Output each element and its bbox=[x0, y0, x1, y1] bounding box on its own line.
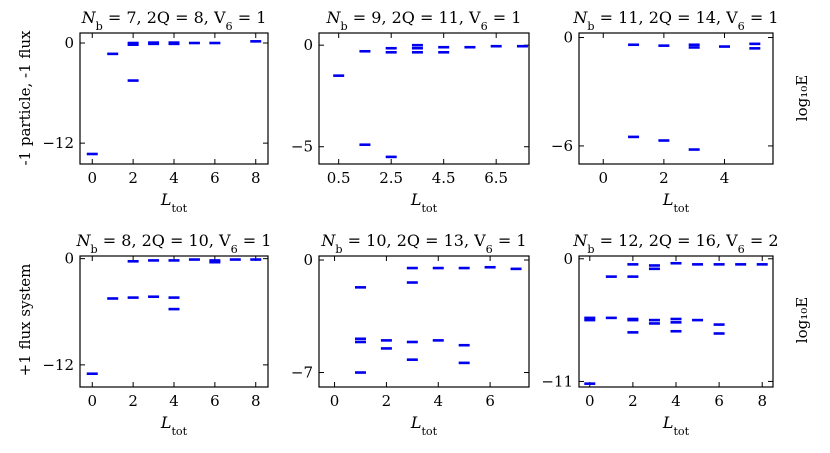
plot-frame bbox=[578, 32, 774, 165]
y-tick-label: 0 bbox=[303, 36, 313, 54]
x-tick-label: 0.5 bbox=[327, 169, 351, 187]
panel-title: Nb = 12, 2Q = 16, V6 = 2 bbox=[572, 231, 778, 256]
y-tick-label: −12 bbox=[42, 134, 74, 152]
panel-title: Nb = 10, 2Q = 13, V6 = 1 bbox=[320, 231, 526, 256]
y-tick-label: 0 bbox=[64, 34, 74, 52]
x-tick-label: 4 bbox=[433, 392, 443, 410]
x-tick-label: 4 bbox=[169, 392, 179, 410]
x-axis-label: Ltot bbox=[160, 190, 188, 215]
x-tick-label: 8 bbox=[251, 169, 261, 187]
x-tick-label: 0 bbox=[87, 169, 97, 187]
y-tick-label: 0 bbox=[64, 250, 74, 268]
panel-title: Nb = 7, 2Q = 8, V6 = 1 bbox=[81, 8, 267, 33]
x-tick-label: 0 bbox=[330, 392, 340, 410]
x-tick-label: 2 bbox=[128, 392, 138, 410]
panel-title: Nb = 11, 2Q = 14, V6 = 1 bbox=[572, 8, 778, 33]
panel-5: Nb = 10, 2Q = 13, V6 = 1 0 2 4 6 0 −7 Ltot bbox=[291, 231, 530, 438]
x-tick-label: 2.5 bbox=[379, 169, 403, 187]
panel-2: Nb = 9, 2Q = 11, V6 = 1 0.5 2.5 4.5 6.5 0 −5 Lt… bbox=[291, 8, 530, 215]
plot-frame bbox=[318, 255, 530, 388]
x-tick-label: 4 bbox=[169, 169, 179, 187]
x-tick-label: 4 bbox=[720, 169, 730, 187]
y-tick-label: 0 bbox=[563, 250, 573, 268]
x-axis-label: Ltot bbox=[662, 413, 690, 438]
y-tick-label: −12 bbox=[42, 356, 74, 374]
panel-title: Nb = 8, 2Q = 10, V6 = 1 bbox=[76, 231, 272, 256]
x-tick-label: 0 bbox=[585, 392, 595, 410]
x-axis-label: Ltot bbox=[410, 190, 438, 215]
row-label-bottom: +1 flux system bbox=[16, 264, 34, 377]
x-tick-label: 8 bbox=[757, 392, 767, 410]
x-tick-label: 0 bbox=[87, 392, 97, 410]
x-tick-label: 6.5 bbox=[484, 169, 508, 187]
y-tick-label: 0 bbox=[563, 29, 573, 47]
x-tick-label: 8 bbox=[251, 392, 261, 410]
x-tick-label: 6 bbox=[485, 392, 495, 410]
x-axis-label: Ltot bbox=[410, 413, 438, 438]
x-tick-label: 6 bbox=[210, 392, 220, 410]
y-tick-label: −5 bbox=[291, 138, 313, 156]
x-tick-label: 2 bbox=[628, 392, 638, 410]
x-tick-label: 2 bbox=[659, 169, 669, 187]
x-tick-label: 2 bbox=[382, 392, 392, 410]
x-axis-label: Ltot bbox=[662, 190, 690, 215]
x-tick-label: 2 bbox=[128, 169, 138, 187]
panel-title: Nb = 9, 2Q = 11, V6 = 1 bbox=[326, 8, 522, 33]
side-label-top: log₁₀E bbox=[793, 75, 811, 121]
x-axis-label: Ltot bbox=[160, 413, 188, 438]
y-tick-label: 0 bbox=[303, 251, 313, 269]
panel-1: Nb = 7, 2Q = 8, V6 = 1 0 2 4 6 8 0 −12 Ltot bbox=[42, 8, 269, 215]
x-tick-label: 0 bbox=[598, 169, 608, 187]
x-tick-label: 6 bbox=[714, 392, 724, 410]
side-label-bottom: log₁₀E bbox=[793, 297, 811, 343]
x-tick-label: 4 bbox=[671, 392, 681, 410]
y-tick-label: −7 bbox=[291, 364, 313, 382]
x-tick-label: 4.5 bbox=[432, 169, 456, 187]
row-label-top: -1 particle, -1 flux bbox=[16, 30, 34, 166]
plot-frame bbox=[79, 255, 269, 388]
y-tick-label: −6 bbox=[551, 137, 573, 155]
y-tick-label: −11 bbox=[541, 372, 573, 390]
plot-frame bbox=[318, 32, 530, 165]
x-tick-label: 6 bbox=[210, 169, 220, 187]
